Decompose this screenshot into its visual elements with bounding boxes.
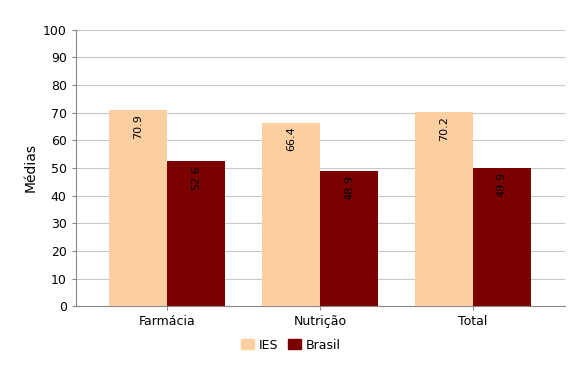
Bar xyxy=(262,123,320,306)
Text: 49.9: 49.9 xyxy=(497,172,507,197)
Text: 52.6: 52.6 xyxy=(191,165,201,190)
Legend: IES, Brasil: IES, Brasil xyxy=(237,335,345,355)
Y-axis label: Médias: Médias xyxy=(23,144,37,192)
Text: 70.9: 70.9 xyxy=(133,114,143,139)
Text: 70.2: 70.2 xyxy=(439,116,449,141)
Bar xyxy=(473,168,531,306)
Bar xyxy=(415,112,473,306)
Text: 66.4: 66.4 xyxy=(286,127,296,151)
Bar xyxy=(168,161,225,306)
Bar xyxy=(109,110,168,306)
Bar xyxy=(320,171,378,306)
Text: 48.9: 48.9 xyxy=(344,175,354,200)
